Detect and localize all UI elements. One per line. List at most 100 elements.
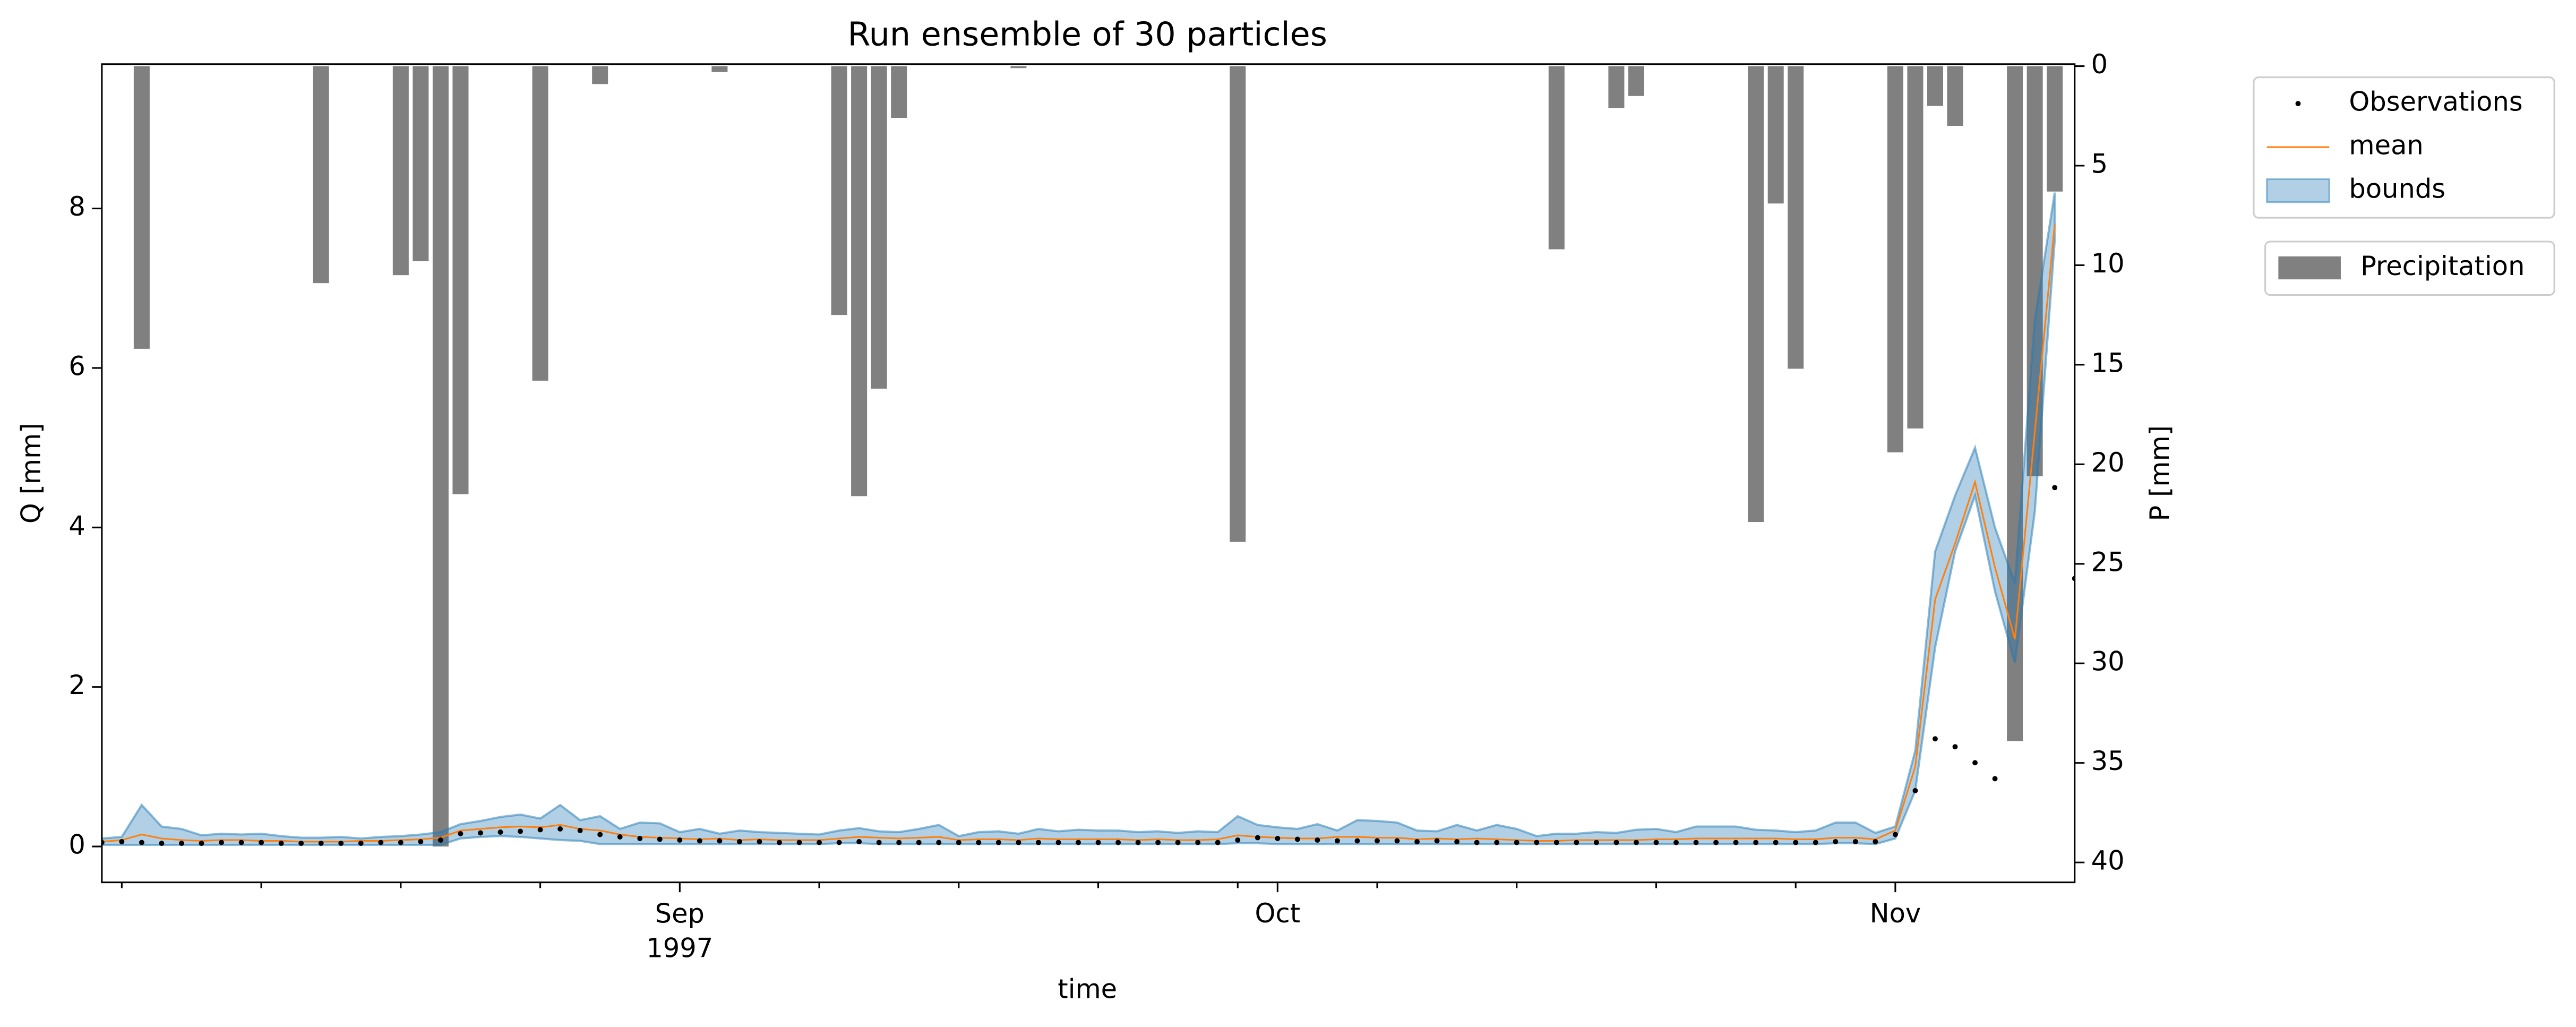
observation-point bbox=[936, 840, 942, 845]
observation-point bbox=[1972, 760, 1978, 766]
observation-point bbox=[657, 836, 663, 842]
legend-marker bbox=[2278, 256, 2341, 280]
observation-point bbox=[1634, 840, 1639, 845]
observation-point bbox=[736, 839, 742, 844]
precip-bar bbox=[133, 66, 150, 349]
observation-point bbox=[1733, 840, 1739, 845]
x-tick-label: Sep 1997 bbox=[646, 898, 713, 963]
observation-point bbox=[677, 837, 683, 843]
precip-bar bbox=[1748, 66, 1764, 523]
precip-bar bbox=[1230, 66, 1246, 542]
observation-point bbox=[1275, 836, 1281, 841]
observation-point bbox=[876, 840, 882, 845]
y-tick-label: 0 bbox=[68, 829, 85, 860]
observation-point bbox=[238, 840, 244, 845]
observation-point bbox=[817, 840, 822, 845]
observation-point bbox=[338, 841, 344, 846]
observation-point bbox=[318, 841, 324, 846]
observation-point bbox=[1494, 840, 1500, 845]
observation-point bbox=[219, 840, 224, 845]
legend-label: mean bbox=[2349, 130, 2423, 161]
observation-point bbox=[1553, 840, 1559, 845]
observation-point bbox=[1394, 838, 1400, 844]
observation-point bbox=[139, 840, 144, 845]
observation-point bbox=[1294, 836, 1300, 842]
plot-area bbox=[101, 66, 2075, 847]
precip-bar bbox=[831, 66, 847, 315]
observation-point bbox=[557, 826, 563, 832]
precip-bar bbox=[1608, 66, 1625, 108]
observation-point bbox=[1035, 840, 1041, 845]
observation-point bbox=[1534, 840, 1540, 845]
precip-bar bbox=[851, 66, 868, 497]
observation-point bbox=[1593, 840, 1599, 845]
y2-tick-label: 5 bbox=[2091, 148, 2108, 179]
observation-point bbox=[896, 840, 902, 845]
precip-bar bbox=[452, 66, 469, 494]
observation-point bbox=[1673, 840, 1679, 845]
precip-bar bbox=[1628, 66, 1644, 96]
observation-point bbox=[1952, 744, 1958, 750]
observation-point bbox=[478, 830, 483, 836]
precip-bar bbox=[1548, 66, 1565, 250]
y2-tick-label: 30 bbox=[2091, 646, 2125, 677]
precip-bar bbox=[532, 66, 548, 381]
precip-bar bbox=[313, 66, 329, 284]
observation-point bbox=[717, 838, 723, 844]
observation-point bbox=[537, 827, 543, 833]
y2-tick-label: 40 bbox=[2091, 845, 2125, 876]
observation-point bbox=[617, 834, 623, 840]
x-tick-label: Nov bbox=[1870, 898, 1921, 929]
y-tick-label: 2 bbox=[68, 670, 85, 700]
legend-label: Precipitation bbox=[2360, 251, 2525, 281]
y2-tick-label: 25 bbox=[2091, 546, 2125, 577]
precip-bar bbox=[891, 66, 907, 118]
observation-point bbox=[2052, 485, 2058, 491]
observation-point bbox=[358, 841, 364, 846]
observation-point bbox=[1076, 840, 1081, 845]
precip-bar bbox=[392, 66, 409, 276]
legend-marker bbox=[2295, 101, 2301, 106]
observation-point bbox=[1653, 840, 1659, 845]
precip-bar bbox=[592, 66, 608, 84]
precip-bar bbox=[413, 66, 429, 261]
precip-bar bbox=[1887, 66, 1903, 452]
observation-point bbox=[1693, 840, 1699, 845]
observation-point bbox=[697, 838, 702, 844]
observation-point bbox=[1933, 736, 1938, 742]
observation-point bbox=[1334, 838, 1340, 844]
mean-line bbox=[101, 224, 2056, 843]
observation-point bbox=[597, 832, 603, 837]
precip-bar bbox=[711, 66, 728, 72]
observation-point bbox=[518, 828, 523, 834]
observation-point bbox=[637, 836, 643, 841]
plot-frame bbox=[101, 63, 2076, 884]
observation-point bbox=[1852, 839, 1858, 844]
observation-point bbox=[497, 829, 503, 835]
observation-point bbox=[577, 828, 583, 833]
observation-point bbox=[836, 840, 842, 845]
legend-label: bounds bbox=[2349, 174, 2445, 204]
observation-point bbox=[418, 839, 424, 844]
observation-point bbox=[995, 840, 1001, 845]
x-tick-label: Oct bbox=[1255, 898, 1301, 929]
observation-point bbox=[278, 841, 284, 846]
observation-point bbox=[777, 840, 782, 845]
legend-box bbox=[2264, 241, 2555, 296]
observation-point bbox=[956, 840, 961, 845]
precip-bar bbox=[871, 66, 887, 389]
observation-point bbox=[916, 840, 922, 845]
observation-point bbox=[458, 831, 463, 836]
precip-bar bbox=[1010, 66, 1027, 69]
y2-tick-label: 10 bbox=[2091, 248, 2125, 279]
observation-point bbox=[1514, 840, 1519, 845]
observation-point bbox=[1833, 839, 1839, 844]
observation-point bbox=[1016, 840, 1021, 845]
precip-bar bbox=[1788, 66, 1804, 369]
observation-point bbox=[796, 840, 802, 845]
observation-point bbox=[1813, 840, 1818, 845]
observation-point bbox=[1574, 840, 1579, 845]
observation-point bbox=[159, 841, 165, 846]
observation-point bbox=[1195, 840, 1201, 845]
